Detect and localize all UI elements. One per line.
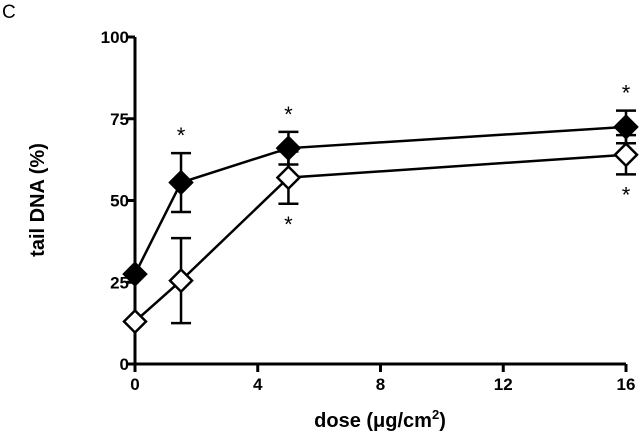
- significance-star: *: [622, 81, 631, 106]
- data-point: [275, 164, 302, 191]
- series-line: [133, 125, 627, 275]
- significance-star: *: [622, 182, 631, 207]
- y-tick-label: 50: [110, 192, 129, 211]
- x-tick-label: 16: [617, 375, 636, 394]
- data-point: [168, 267, 194, 294]
- y-tick-label: 0: [120, 355, 129, 374]
- series-line: [134, 153, 627, 323]
- x-tick-label: 8: [376, 375, 385, 394]
- data-point: [613, 141, 639, 168]
- data-point: [122, 261, 148, 287]
- x-tick-label: 0: [130, 375, 139, 394]
- x-tick-label: 4: [253, 375, 263, 394]
- data-point: [168, 169, 194, 196]
- x-tick-label: 12: [494, 375, 513, 394]
- panel-label: C: [2, 2, 16, 23]
- axes: [133, 37, 626, 366]
- y-tick-label: 100: [101, 28, 129, 47]
- y-tick-label: 75: [110, 110, 129, 129]
- series-filled-diamond: [122, 109, 639, 287]
- significance-star: *: [177, 123, 186, 148]
- y-axis-title: tail DNA (%): [27, 143, 49, 257]
- data-point: [122, 308, 148, 335]
- x-axis-title: dose (μg/cm2): [314, 407, 446, 432]
- series-open-diamond: [122, 133, 639, 335]
- y-tick-label: 25: [110, 273, 129, 292]
- significance-star: *: [284, 102, 293, 127]
- significance-star: *: [284, 212, 293, 237]
